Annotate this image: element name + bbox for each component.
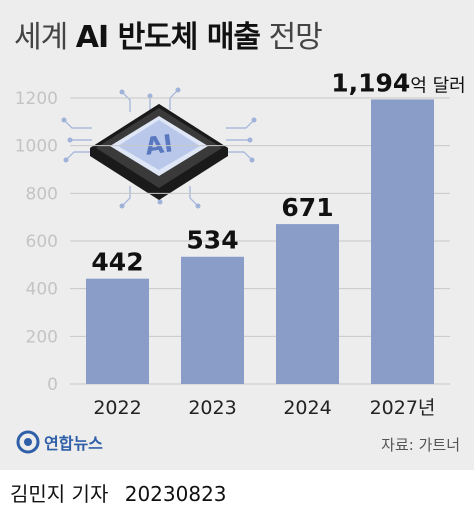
y-tick-label: 0 (47, 375, 58, 395)
bar (86, 278, 149, 384)
y-tick-label: 600 (26, 232, 58, 252)
bar-chart: AI 0 200 400 600 800 1000 1200 442 534 671 1,194억… (15, 68, 466, 419)
bar (181, 256, 244, 384)
author: 김민지 기자 (10, 482, 109, 506)
x-tick-label: 2024 (283, 397, 331, 419)
y-tick-label: 200 (26, 327, 58, 347)
x-axis-ticks: 2022 2023 2024 2027년 (93, 397, 435, 419)
y-tick-label: 800 (26, 184, 58, 204)
y-axis-ticks: 0 200 400 600 800 1000 1200 (15, 89, 58, 395)
date: 20230823 (124, 482, 227, 506)
y-tick-label: 1200 (15, 89, 58, 109)
y-tick-label: 1000 (15, 137, 58, 157)
byline: 김민지 기자 20230823 (10, 478, 237, 507)
chart-title: 세계 AI 반도체 매출 전망 (14, 12, 323, 55)
bar (371, 99, 434, 385)
bar-value-label: 671 (281, 193, 333, 222)
x-tick-label: 2022 (93, 397, 141, 419)
title-suffix: 전망 (268, 20, 323, 55)
infographic: 세계 AI 반도체 매출 전망 AI 0 (0, 0, 474, 470)
logo-name: 연합뉴스 (44, 434, 103, 453)
title-highlight: AI 반도체 매출 (75, 20, 261, 55)
ai-chip-label: AI (143, 129, 174, 161)
bars: 442 534 671 1,194억 달러 (86, 68, 466, 385)
bar-value-label: 534 (186, 226, 238, 255)
bar-value-label: 1,194억 달러 (331, 68, 465, 97)
logo: 연합뉴스 (16, 427, 103, 457)
source-note: 자료: 가트너 (381, 436, 460, 454)
bar (276, 224, 339, 384)
bar-value-label: 442 (91, 248, 143, 277)
ai-chip-illustration: AI (61, 87, 257, 209)
y-tick-label: 400 (26, 280, 58, 300)
x-tick-label: 2027년 (370, 397, 436, 419)
logo-icon (16, 430, 40, 454)
title-prefix: 세계 (14, 20, 68, 55)
x-tick-label: 2023 (188, 397, 236, 419)
